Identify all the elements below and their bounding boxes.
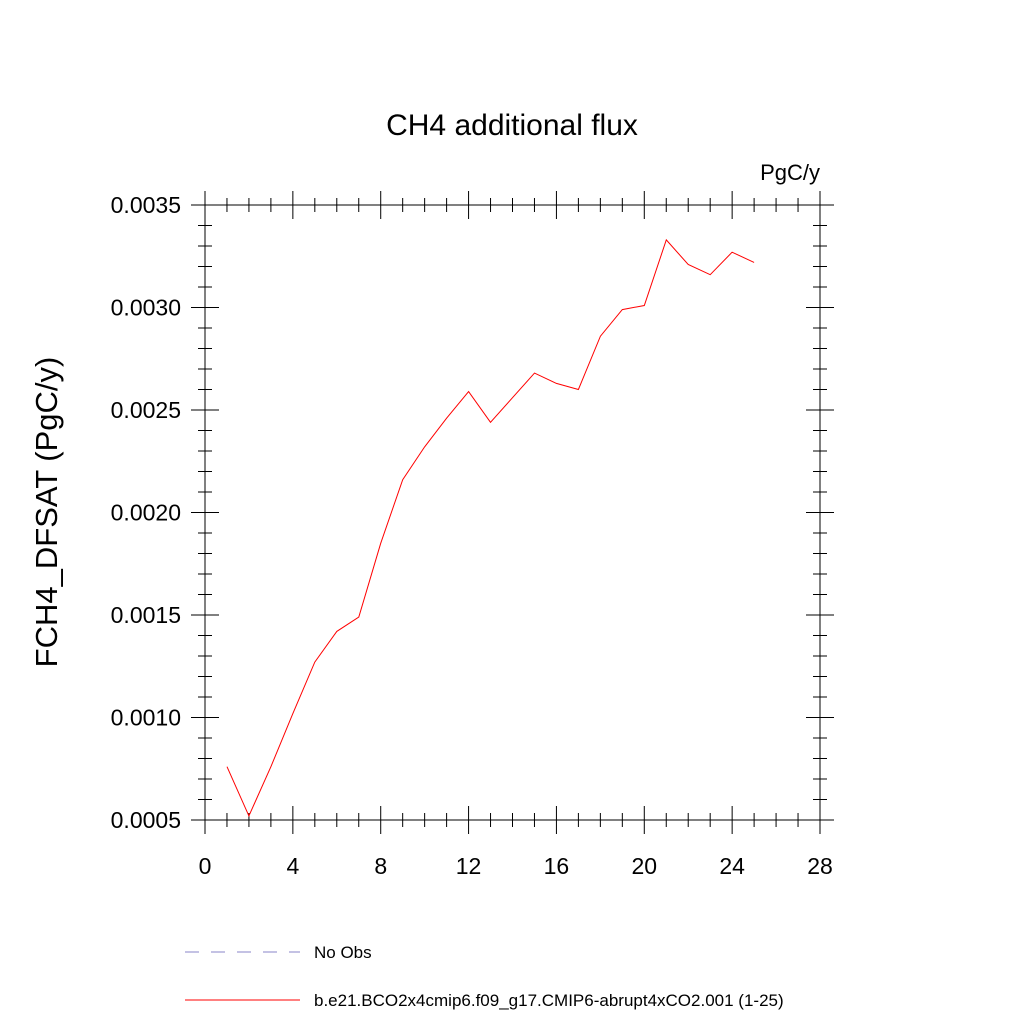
- y-tick-label: 0.0035: [111, 192, 181, 218]
- units-label: PgC/y: [760, 160, 820, 185]
- x-tick-label: 28: [807, 853, 833, 879]
- y-axis-label: FCH4_DFSAT (PgC/y): [29, 357, 64, 668]
- x-tick-label: 20: [631, 853, 657, 879]
- tick-labels: 0 4 8 12 16 20 24 28 0.0005 0.0010 0.0015 0.0020 0.0…: [111, 192, 833, 879]
- x-tick-label: 24: [719, 853, 745, 879]
- legend-label-0: No Obs: [314, 943, 372, 962]
- x-tick-label: 16: [544, 853, 570, 879]
- x-tick-label: 4: [286, 853, 299, 879]
- legend-label-1: b.e21.BCO2x4cmip6.f09_g17.CMIP6-abrupt4x…: [314, 991, 784, 1010]
- y-tick-label: 0.0025: [111, 397, 181, 423]
- series-line-1: [226, 238, 755, 818]
- series-layer: [226, 238, 755, 818]
- y-tick-label: 0.0010: [111, 705, 181, 731]
- plot-border: [204, 204, 821, 821]
- y-tick-label: 0.0015: [111, 602, 181, 628]
- plot-frame: [204, 204, 821, 821]
- x-tick-label: 12: [456, 853, 482, 879]
- y-tick-label: 0.0030: [111, 295, 181, 321]
- y-tick-label: 0.0020: [111, 500, 181, 526]
- axis-ticks: [191, 191, 834, 834]
- legend: No Obs b.e21.BCO2x4cmip6.f09_g17.CMIP6-ab…: [185, 943, 784, 1010]
- y-tick-label: 0.0005: [111, 807, 181, 833]
- chart-title: CH4 additional flux: [386, 109, 638, 142]
- x-tick-label: 8: [374, 853, 387, 879]
- x-tick-label: 0: [199, 853, 212, 879]
